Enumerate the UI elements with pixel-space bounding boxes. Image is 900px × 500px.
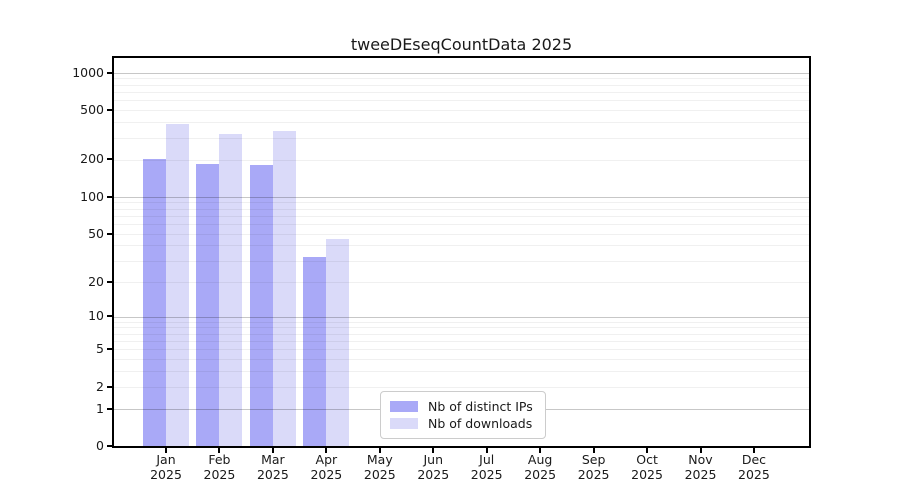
bar-distinct-ips: [303, 257, 327, 446]
bar-downloads: [326, 239, 350, 446]
x-axis-tick-label: Oct 2025: [631, 452, 663, 482]
x-axis-tick: [432, 448, 435, 453]
y-axis-tick: [107, 315, 112, 318]
y-axis-tick: [107, 348, 112, 351]
y-axis-tick: [107, 385, 112, 388]
chart-title: tweeDEseqCountData 2025: [350, 35, 573, 54]
x-axis-tick: [592, 448, 595, 453]
legend-label: Nb of distinct IPs: [428, 399, 533, 414]
bar-distinct-ips: [249, 165, 273, 446]
plot-area: 0 1 2 5 10 20 50 100 200 500 1000 Jan 2025 Feb 2025 Mar…: [72, 56, 811, 482]
legend-item-distinct-ips: Nb of distinct IPs: [390, 398, 536, 415]
x-axis-tick: [325, 448, 328, 453]
y-axis-tick: [107, 445, 112, 447]
x-axis-tick-label: Nov 2025: [684, 452, 717, 482]
minor-gridline: [114, 92, 809, 93]
legend: Nb of distinct IPs Nb of downloads: [380, 391, 546, 439]
y-axis-tick-label: 200: [80, 151, 104, 167]
legend-item-downloads: Nb of downloads: [390, 415, 536, 432]
x-axis-tick-label: May 2025: [363, 452, 396, 482]
x-axis-tick-label: Dec 2025: [738, 452, 770, 482]
major-gridline: [114, 72, 809, 74]
x-axis-tick: [218, 448, 221, 453]
legend-swatch-distinct-ips: [390, 401, 418, 412]
y-axis-tick-label: 500: [80, 102, 104, 118]
minor-gridline: [114, 110, 809, 112]
x-axis-tick: [378, 448, 381, 453]
x-axis-tick-label: Jul 2025: [470, 452, 503, 482]
minor-gridline: [114, 122, 809, 124]
minor-gridline: [114, 84, 809, 86]
legend-label: Nb of downloads: [428, 416, 533, 431]
x-axis-tick-label: Apr 2025: [310, 452, 343, 482]
legend-swatch-downloads: [390, 418, 418, 429]
bar-downloads: [219, 134, 243, 446]
bar-downloads: [166, 123, 189, 446]
x-axis-tick-label: Mar 2025: [256, 452, 289, 482]
minor-gridline: [114, 78, 809, 80]
x-axis-tick-label: Feb 2025: [203, 452, 236, 482]
x-axis-tick-label: Aug 2025: [524, 452, 557, 482]
y-axis-tick: [107, 407, 112, 410]
y-axis-tick: [107, 280, 112, 283]
x-axis-tick-label: Jun 2025: [417, 452, 450, 482]
y-axis-tick-label: 2: [96, 378, 104, 394]
y-axis-tick-label: 1000: [72, 64, 104, 80]
x-axis-tick: [485, 448, 488, 453]
bar-distinct-ips: [196, 163, 220, 446]
minor-gridline: [114, 100, 809, 102]
y-axis-tick-label: 20: [88, 273, 104, 289]
x-axis-tick: [752, 448, 755, 453]
x-axis-tick: [646, 448, 649, 453]
y-axis-tick: [107, 158, 112, 161]
y-axis-tick-label: 5: [96, 341, 104, 357]
y-axis-tick: [107, 232, 112, 235]
y-axis-tick: [107, 109, 112, 112]
bar-downloads: [272, 130, 296, 446]
x-axis-tick: [165, 448, 167, 453]
x-axis-tick: [699, 448, 702, 453]
y-axis-tick: [107, 195, 112, 198]
x-axis-tick-label: Sep 2025: [577, 452, 610, 482]
y-axis-tick-label: 0: [96, 438, 104, 453]
minor-gridline: [114, 137, 809, 139]
minor-gridline: [114, 159, 809, 161]
bar-distinct-ips: [143, 159, 166, 446]
y-axis-tick-label: 10: [88, 308, 104, 324]
y-axis-tick-label: 1: [96, 400, 104, 416]
x-axis-tick: [271, 448, 274, 453]
y-axis-tick-label: 50: [88, 225, 104, 241]
x-axis-tick: [539, 448, 542, 453]
y-axis-tick: [107, 71, 112, 74]
y-axis-tick-label: 100: [80, 188, 104, 204]
x-axis-tick-label: Jan 2025: [150, 452, 182, 482]
